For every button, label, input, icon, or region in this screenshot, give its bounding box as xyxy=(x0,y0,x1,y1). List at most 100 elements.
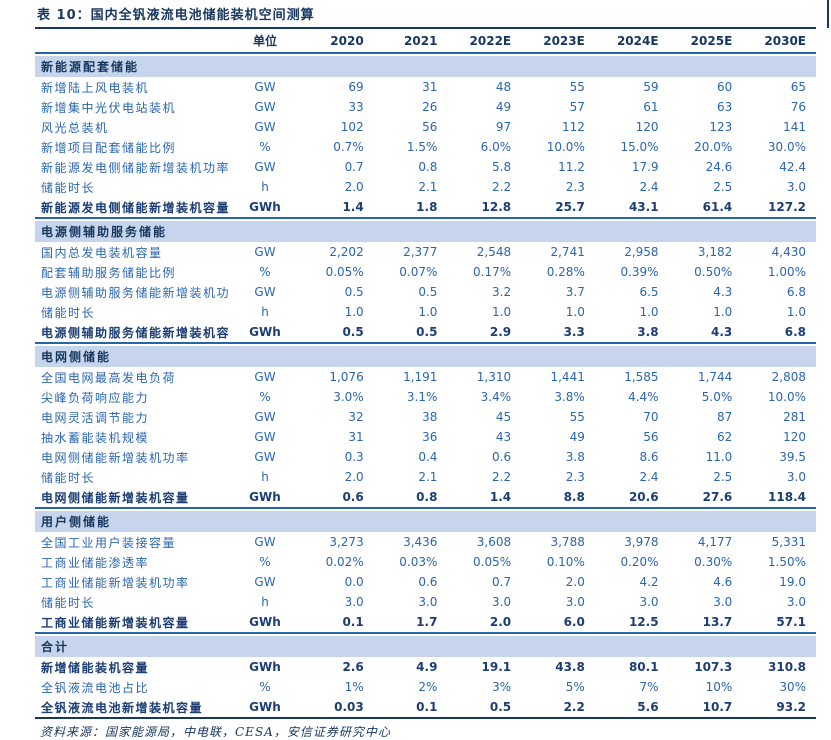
unit-header-cell: 单位 xyxy=(252,34,277,48)
unit-cell: GWh xyxy=(249,700,281,714)
value-cell: 39.5 xyxy=(779,450,806,464)
table-section: 电网侧储能 全国电网最高发电负荷 GW 1,076 1,191 1,310 1,441 1,5… xyxy=(35,346,816,509)
value-cell: 70 xyxy=(643,410,659,424)
value-cell: 59 xyxy=(643,80,659,94)
value-cell: 1,441 xyxy=(550,370,585,384)
value-cell: 3.0 xyxy=(344,595,364,609)
year-header-cell: 2025E xyxy=(690,33,733,48)
value-cell: 61 xyxy=(643,100,659,114)
value-cell: 102 xyxy=(340,120,364,134)
value-cell: 6.0% xyxy=(480,140,512,154)
unit-cell: % xyxy=(259,140,271,154)
value-cell: 0.4 xyxy=(418,450,438,464)
table-row: 工商业储能新增装机容量 GWh 0.1 1.7 2.0 6.0 12.5 13.7 57.1 xyxy=(35,612,816,632)
value-cell: 1.0 xyxy=(492,305,512,319)
value-cell: 2.0 xyxy=(489,615,512,629)
value-cell: 2.6 xyxy=(342,660,364,674)
unit-cell: GWh xyxy=(249,325,281,339)
unit-cell: GW xyxy=(254,245,276,259)
value-cell: 19.1 xyxy=(481,660,512,674)
table-row: 电网侧储能新增装机容量 GWh 0.6 0.8 1.4 8.8 20.6 27.6 118.4 xyxy=(35,487,816,507)
table-row: 新能源发电侧储能新增装机容量 GWh 1.4 1.8 12.8 25.7 43.1 61.4 1… xyxy=(35,197,816,217)
value-cell: 27.6 xyxy=(702,490,733,504)
value-cell: 76 xyxy=(790,100,806,114)
table-row: 全国工业用户装接容量 GW 3,273 3,436 3,608 3,788 3,978 4,1… xyxy=(35,532,816,552)
value-cell: 2.4 xyxy=(639,470,659,484)
value-cell: 57 xyxy=(569,100,585,114)
value-cell: 1.00% xyxy=(767,265,806,279)
value-cell: 10.0% xyxy=(546,140,585,154)
unit-cell: GWh xyxy=(249,615,281,629)
table-row: 电源侧辅助服务储能新增装机功率 GW 0.5 0.5 3.2 3.7 6.5 4.3 6.8 xyxy=(35,282,816,302)
table-block: 表 10：国内全钒液流电池储能装机空间测算 单位 2020 2021 2022E 202… xyxy=(35,7,816,740)
value-cell: 0.6 xyxy=(342,490,364,504)
year-header-cell: 2023E xyxy=(543,33,585,48)
value-cell: 2.3 xyxy=(565,470,585,484)
section-header: 新能源配套储能 xyxy=(35,56,816,77)
unit-cell: % xyxy=(259,680,271,694)
value-cell: 31 xyxy=(422,80,438,94)
value-cell: 0.02% xyxy=(325,555,364,569)
value-cell: 1.50% xyxy=(767,555,806,569)
table-section: 新能源配套储能 新增陆上风电装机 GW 69 31 48 55 59 60 65 新增集中光伏电站装… xyxy=(35,56,816,219)
value-cell: 1.5% xyxy=(406,140,438,154)
value-cell: 0.5 xyxy=(342,325,364,339)
value-cell: 3,608 xyxy=(476,535,512,549)
row-label: 全钒液流电池新增装机容量 xyxy=(41,700,204,715)
unit-cell: % xyxy=(259,555,271,569)
value-cell: 3.0 xyxy=(786,595,806,609)
page-edge-line xyxy=(827,0,829,28)
value-cell: 8.6 xyxy=(639,450,659,464)
value-cell: 2.3 xyxy=(565,180,585,194)
value-cell: 42.4 xyxy=(779,160,806,174)
table-row: 配套辅助服务储能比例% 0.05% 0.07% 0.17% 0.28% 0.39% 0.50… xyxy=(35,262,816,282)
row-label: 新增集中光伏电站装机 xyxy=(41,100,177,115)
value-cell: 63 xyxy=(717,100,733,114)
value-cell: 2.0 xyxy=(344,180,364,194)
table-row: 全国电网最高发电负荷 GW 1,076 1,191 1,310 1,441 1,585 1,7… xyxy=(35,367,816,387)
value-cell: 3,273 xyxy=(329,535,364,549)
value-cell: 20.0% xyxy=(694,140,733,154)
table-row: 新增储能装机容量 GWh 2.6 4.9 19.1 43.8 80.1 107.3 310.8 xyxy=(35,657,816,677)
value-cell: 93.2 xyxy=(776,700,806,714)
row-label: 电网侧储能新增装机功率 xyxy=(41,450,190,465)
table-row: 国内总发电装机容量 GW 2,202 2,377 2,548 2,741 2,958 3,18… xyxy=(35,242,816,262)
row-label: 工商业储能新增装机容量 xyxy=(41,615,190,630)
value-cell: 24.6 xyxy=(705,160,733,174)
value-cell: 112 xyxy=(561,120,585,134)
value-cell: 11.2 xyxy=(558,160,585,174)
row-label: 全钒液流电池占比 xyxy=(41,680,150,695)
table-row: 储能时长 h 1.0 1.0 1.0 1.0 1.0 1.0 1.0 xyxy=(35,302,816,322)
unit-cell: GW xyxy=(254,535,276,549)
value-cell: 12.5 xyxy=(628,615,659,629)
row-label: 全国电网最高发电负荷 xyxy=(41,370,177,385)
value-cell: 4.3 xyxy=(711,325,733,339)
value-cell: 2,741 xyxy=(550,245,585,259)
section-title: 用户侧储能 xyxy=(41,515,112,529)
value-cell: 4.3 xyxy=(713,285,733,299)
value-cell: 3,788 xyxy=(550,535,585,549)
value-cell: 43.8 xyxy=(555,660,585,674)
value-cell: 3.1% xyxy=(406,390,438,404)
value-cell: 4,177 xyxy=(697,535,733,549)
table-row: 储能时长 h 2.0 2.1 2.2 2.3 2.4 2.5 3.0 xyxy=(35,177,816,197)
row-label: 储能时长 xyxy=(41,595,96,610)
value-cell: 26 xyxy=(422,100,438,114)
row-label: 工商业储能渗透率 xyxy=(41,555,150,570)
value-cell: 2% xyxy=(418,680,438,694)
year-header-cell: 2024E xyxy=(616,33,659,48)
value-cell: 5.8 xyxy=(492,160,512,174)
row-label: 电网灵活调节能力 xyxy=(41,410,150,425)
value-cell: 310.8 xyxy=(768,660,806,674)
value-cell: 3.0% xyxy=(333,390,364,404)
table-row: 风光总装机 GW 102 56 97 112 120 123 141 xyxy=(35,117,816,137)
value-cell: 3.8 xyxy=(637,325,659,339)
value-cell: 0.7% xyxy=(333,140,364,154)
value-cell: 1,076 xyxy=(329,370,364,384)
value-cell: 3.2 xyxy=(492,285,512,299)
value-cell: 1.8 xyxy=(416,200,438,214)
value-cell: 0.0 xyxy=(344,575,364,589)
unit-cell: h xyxy=(261,470,269,484)
table-row: 电源侧辅助服务储能新增装机容量 GWh 0.5 0.5 2.9 3.3 3.8 4.3 6.8 xyxy=(35,322,816,342)
